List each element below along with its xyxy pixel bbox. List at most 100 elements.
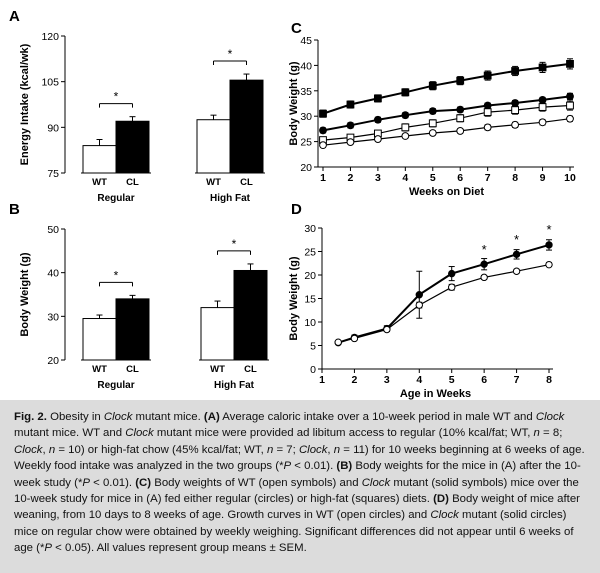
panel-d-y-tick-label: 25 xyxy=(304,247,316,259)
panel-a-y-tick-label: 75 xyxy=(47,168,59,180)
panel-d-series-2-point xyxy=(448,283,456,291)
panel-c-y-axis-label: Body Weight (g) xyxy=(288,61,300,145)
panel-c-x-tick-label: 2 xyxy=(348,172,354,184)
panel-b-group-1-category-label: WT xyxy=(92,364,107,375)
panel-c-series-4-point xyxy=(428,129,437,137)
panel-d-y-tick-label: 10 xyxy=(304,317,316,329)
panel-b-group-2-bar-cl xyxy=(233,269,268,361)
panel-c-series-3-line xyxy=(322,104,571,141)
panel-letter-a: A xyxy=(9,8,20,25)
panel-d-x-tick-label: 2 xyxy=(352,374,358,386)
panel-c-series-1-point xyxy=(373,94,382,103)
panel-c-series-3-point xyxy=(483,108,492,117)
panel-a-group-1-significance-star: * xyxy=(114,90,119,104)
panel-a-y-tick-label: 105 xyxy=(41,77,59,89)
panel-c-x-tick-label: 9 xyxy=(540,172,546,184)
panel-c-series-4-line xyxy=(322,118,571,146)
panel-c-series-4-point xyxy=(319,141,327,150)
panel-c-series-1-point xyxy=(538,63,547,72)
panel-c-x-tick-label: 5 xyxy=(430,172,436,184)
caption-label: Fig. 2. xyxy=(14,411,47,423)
panel-d-series-2-point xyxy=(415,301,423,309)
panel-c-x-tick-label: 6 xyxy=(457,172,463,184)
panel-d-series-2-point xyxy=(334,338,342,346)
panel-d-x-tick-label: 3 xyxy=(384,374,390,386)
panel-d-series-2-point xyxy=(545,260,553,269)
panel-c-series-2-point xyxy=(346,121,355,130)
panel-b-group-1-significance-star: * xyxy=(114,268,119,282)
panel-b-y-tick-label: 50 xyxy=(47,224,59,236)
panel-d-x-tick-label: 5 xyxy=(449,374,455,386)
panel-d-significance-star: * xyxy=(514,232,519,247)
panel-c-series-3-point xyxy=(401,123,410,132)
panel-c-series-1-point xyxy=(456,76,465,85)
panel-c-series-2-point xyxy=(401,111,410,120)
panel-c-series-2-point xyxy=(373,115,382,124)
panel-b-group-1-group-label: Regular xyxy=(97,380,134,391)
panel-d-significance-star: * xyxy=(482,242,487,257)
panel-c-series-2-point xyxy=(511,99,520,107)
panel-b-group-2-category-label: CL xyxy=(244,364,257,375)
panel-c-x-tick-label: 4 xyxy=(402,172,408,184)
panel-a-group-2-category-label: CL xyxy=(240,177,253,188)
panel-a-group-2-category-label: WT xyxy=(206,177,221,188)
panel-c-series-2-point xyxy=(428,107,437,116)
figure-caption: Fig. 2. Obesity in Clock mutant mice. (A… xyxy=(14,409,588,557)
panel-d-y-tick-label: 30 xyxy=(304,223,316,235)
panel-a-y-tick-label: 90 xyxy=(47,122,59,134)
panel-c-series-3-point xyxy=(566,101,574,110)
panel-d-series-2-point xyxy=(350,334,359,343)
panel-a-group-1-category-label: WT xyxy=(92,177,107,188)
panel-c-series-3-point xyxy=(511,106,520,115)
panel-b-group-2-significance-star: * xyxy=(232,237,237,251)
panel-c-series-2-line xyxy=(322,95,571,132)
panel-a-group-1-bar-wt xyxy=(82,145,117,174)
caption-background xyxy=(0,400,600,573)
panel-c-x-axis-label: Weeks on Diet xyxy=(409,186,484,198)
panel-d-series-2-line xyxy=(338,264,550,343)
panel-c-series-2-point xyxy=(566,92,574,101)
panel-b-y-tick-label: 20 xyxy=(47,355,59,367)
panel-c-series-1-point xyxy=(346,100,355,109)
panel-b-y-tick-label: 40 xyxy=(47,268,59,280)
panel-d-x-tick-label: 8 xyxy=(546,374,552,386)
panel-c-series-3-point xyxy=(538,103,547,111)
panel-a-group-2-bar-wt xyxy=(196,119,231,174)
panel-d-y-axis-label: Body Weight (g) xyxy=(288,256,300,340)
panel-letter-d: D xyxy=(291,201,302,218)
panel-a-group-1-category-label: CL xyxy=(126,177,139,188)
panel-d-y-tick-label: 5 xyxy=(310,341,316,353)
caption-text: Obesity in Clock mutant mice. (A) Averag… xyxy=(14,411,585,555)
panel-b-group-2-category-label: WT xyxy=(210,364,225,375)
panel-b-group-1-bar-cl xyxy=(115,298,150,361)
panel-c-series-4-point xyxy=(373,135,382,143)
panel-d-series-2-point xyxy=(383,325,391,334)
panel-c-y-tick-label: 20 xyxy=(300,162,312,174)
panel-c-series-3-point xyxy=(456,114,465,123)
panel-d-series-2-point xyxy=(480,273,488,282)
panel-b-y-tick-label: 30 xyxy=(47,311,59,323)
panel-d-significance-star: * xyxy=(546,222,551,237)
panel-c-series-1-point xyxy=(566,59,574,68)
panel-d-x-tick-label: 4 xyxy=(416,374,422,386)
panel-c-x-tick-label: 10 xyxy=(564,172,576,184)
panel-a-group-1-group-label: Regular xyxy=(97,193,134,204)
panel-c-series-4-point xyxy=(511,120,520,129)
panel-c-y-tick-label: 45 xyxy=(300,35,312,47)
panel-c-series-1-point xyxy=(511,67,520,75)
panel-d-y-tick-label: 15 xyxy=(304,294,316,306)
panel-c-x-tick-label: 3 xyxy=(375,172,381,184)
panel-a-group-2-group-label: High Fat xyxy=(210,193,251,204)
panel-d-series-1-line xyxy=(337,243,550,344)
panel-c-series-1-point xyxy=(483,71,492,80)
panel-d-y-tick-label: 20 xyxy=(304,270,316,282)
panel-a-group-1-bar-cl xyxy=(115,120,150,174)
panel-c-series-3-point xyxy=(428,119,437,128)
panel-c-series-4-point xyxy=(456,127,465,135)
panel-c-series-4-point xyxy=(346,138,355,147)
panel-d-x-tick-label: 7 xyxy=(514,374,520,386)
panel-a-y-tick-label: 120 xyxy=(41,31,59,43)
panel-c-series-4-point xyxy=(538,118,547,127)
panel-c-y-tick-label: 25 xyxy=(300,137,312,149)
panel-d-y-tick-label: 0 xyxy=(310,364,316,376)
